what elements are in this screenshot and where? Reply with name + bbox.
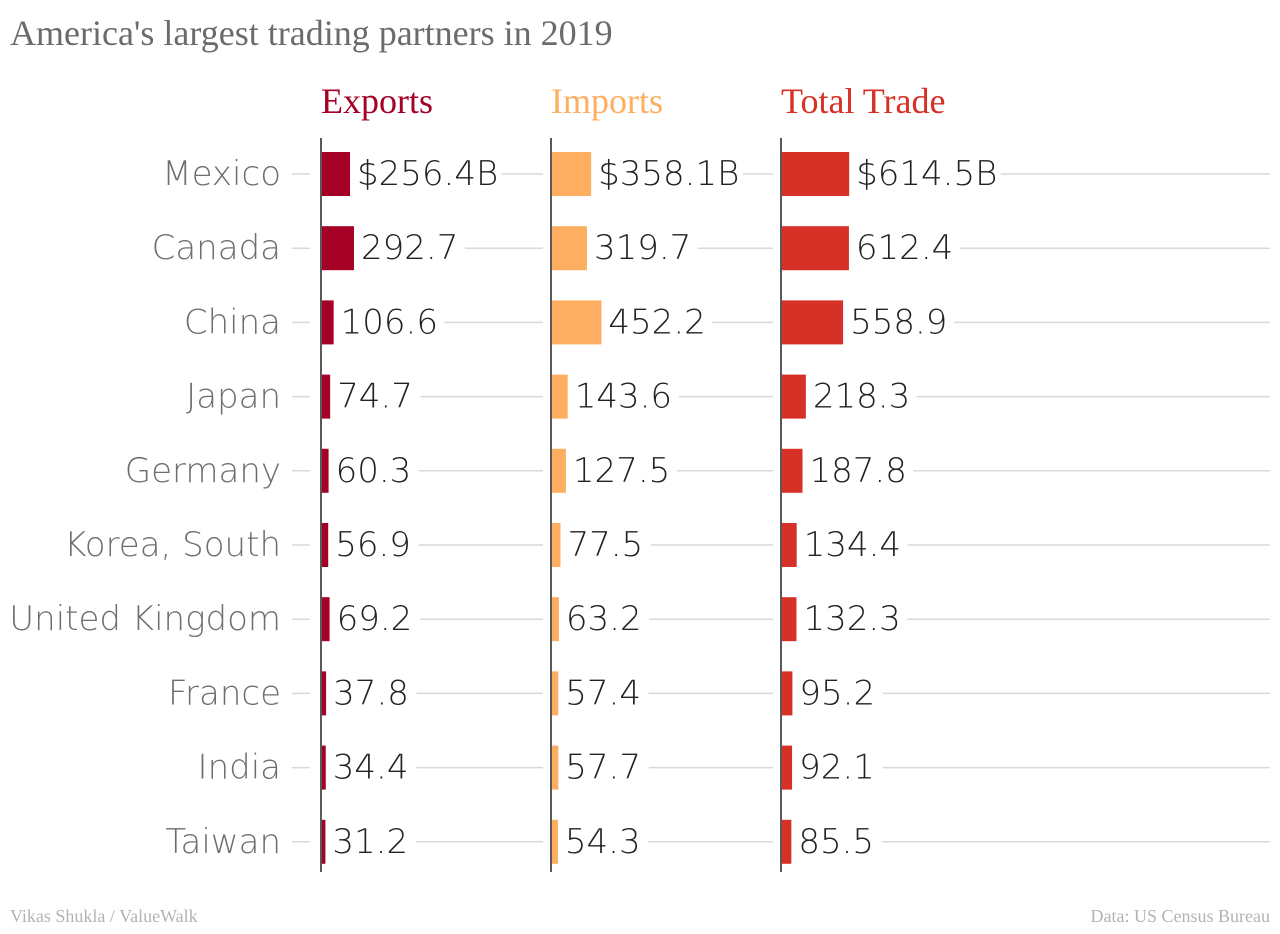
- value-label-exports: 74.7: [337, 377, 413, 417]
- bar-imports: [552, 745, 559, 790]
- value-label-imports: 77.5: [567, 525, 643, 565]
- data-source: Data: US Census Bureau: [1090, 906, 1270, 926]
- value-label-imports: 143.6: [575, 377, 672, 417]
- value-label-total: 85.5: [798, 822, 874, 862]
- bar-exports: [322, 448, 329, 493]
- value-label-exports: 37.8: [333, 673, 409, 713]
- category-label: India: [198, 748, 281, 788]
- chart-title: America's largest trading partners in 20…: [10, 13, 613, 53]
- bar-total: [782, 374, 806, 419]
- bar-exports: [322, 745, 326, 790]
- category-label: United Kingdom: [9, 599, 281, 639]
- series-header-total: Total Trade: [781, 81, 945, 121]
- bar-exports: [322, 152, 351, 196]
- category-label: France: [168, 673, 281, 713]
- value-label-imports: 57.7: [565, 748, 641, 788]
- value-label-imports: 57.4: [565, 673, 641, 713]
- value-label-exports: 34.4: [333, 748, 409, 788]
- bar-total: [782, 671, 793, 716]
- bar-imports: [552, 671, 559, 716]
- bar-imports: [552, 523, 561, 567]
- bar-imports: [552, 374, 568, 419]
- bar-imports: [552, 448, 566, 493]
- value-label-total: 95.2: [799, 673, 875, 713]
- bar-total: [782, 300, 844, 345]
- value-label-total: 92.1: [799, 748, 875, 788]
- bar-imports: [552, 300, 602, 345]
- category-label: Japan: [186, 377, 281, 417]
- series-header-exports: Exports: [321, 81, 433, 121]
- bar-exports: [322, 597, 330, 642]
- value-label-exports: 31.2: [332, 822, 408, 862]
- category-label: Canada: [152, 228, 281, 268]
- value-label-exports: 292.7: [361, 228, 458, 268]
- bar-total: [782, 819, 792, 864]
- category-label: Korea, South: [64, 525, 281, 565]
- bar-exports: [322, 300, 334, 345]
- value-label-total: 218.3: [813, 377, 910, 417]
- bar-total: [782, 745, 793, 790]
- value-label-exports: 69.2: [337, 599, 413, 639]
- bar-total: [782, 152, 850, 196]
- bar-exports: [322, 819, 326, 864]
- series-header-imports: Imports: [551, 81, 663, 121]
- value-label-total: 558.9: [850, 302, 947, 342]
- value-label-total: $614.5B: [856, 154, 997, 194]
- value-label-total: 612.4: [856, 228, 953, 268]
- value-label-total: 132.3: [803, 599, 900, 639]
- value-label-exports: 56.9: [335, 525, 411, 565]
- bar-total: [782, 523, 797, 567]
- category-label: China: [184, 302, 281, 342]
- bar-imports: [552, 152, 592, 196]
- author-credit: Vikas Shukla / ValueWalk: [10, 906, 198, 926]
- category-label: Mexico: [162, 154, 281, 194]
- bar-imports: [552, 819, 558, 864]
- value-label-imports: 452.2: [608, 302, 705, 342]
- bar-imports: [552, 597, 559, 642]
- category-label: Taiwan: [165, 822, 281, 862]
- category-label: Germany: [125, 451, 281, 491]
- value-label-imports: 54.3: [565, 822, 641, 862]
- value-label-imports: 127.5: [573, 451, 670, 491]
- value-label-imports: 319.7: [594, 228, 691, 268]
- bar-total: [782, 226, 849, 271]
- value-label-imports: $358.1B: [598, 154, 739, 194]
- value-label-total: 134.4: [804, 525, 901, 565]
- bar-exports: [322, 226, 354, 271]
- bar-imports: [552, 226, 587, 271]
- value-label-exports: 106.6: [341, 302, 438, 342]
- bar-total: [782, 597, 797, 642]
- value-label-exports: $256.4B: [357, 154, 498, 194]
- value-label-imports: 63.2: [566, 599, 642, 639]
- bar-exports: [322, 523, 329, 567]
- value-label-total: 187.8: [810, 451, 907, 491]
- value-label-exports: 60.3: [336, 451, 412, 491]
- bar-exports: [322, 671, 327, 716]
- bar-total: [782, 448, 803, 493]
- bar-exports: [322, 374, 331, 419]
